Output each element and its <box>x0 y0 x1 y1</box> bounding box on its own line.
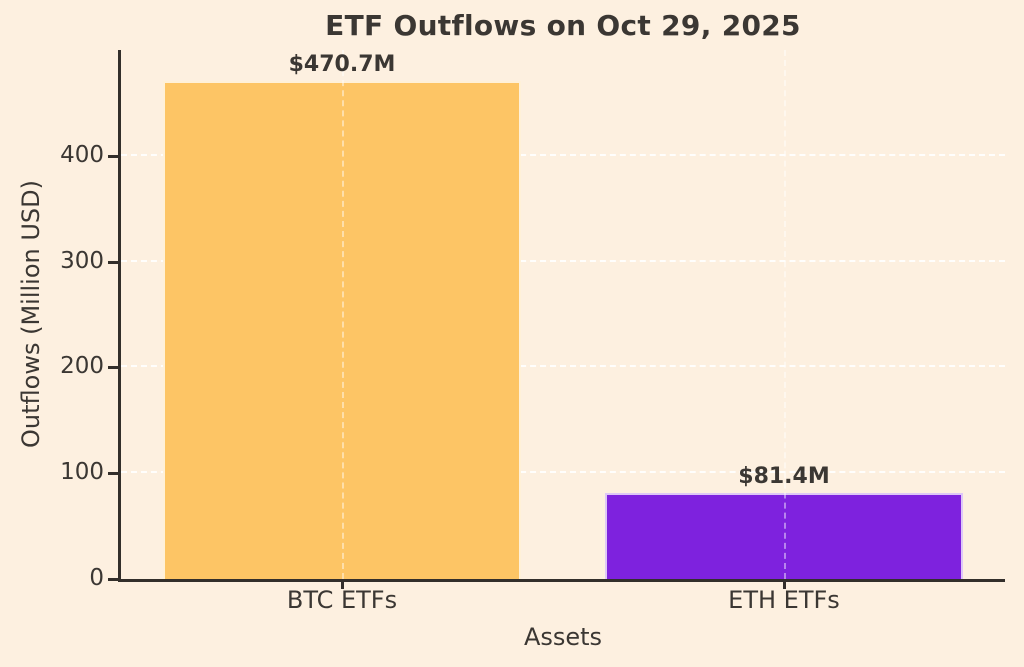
y-tick-mark <box>108 260 118 264</box>
y-tick-label: 200 <box>60 353 104 380</box>
y-tick-label: 300 <box>60 247 104 274</box>
gridline-horizontal <box>121 365 1005 368</box>
y-tick-mark <box>108 578 118 581</box>
bar-eth-etfs <box>605 492 963 579</box>
x-tick-label: ETH ETFs <box>728 586 840 614</box>
y-tick-label: 0 <box>89 565 104 591</box>
gridline-horizontal <box>121 471 1005 474</box>
x-tick-mark <box>783 582 786 589</box>
bar-value-label: $81.4M <box>738 463 830 489</box>
y-tick-label: 400 <box>60 141 104 168</box>
x-axis-label: Assets <box>523 623 603 651</box>
y-axis-label: Outflows (Million USD) <box>17 180 45 448</box>
y-tick-mark <box>108 472 118 476</box>
y-tick-label: 100 <box>60 459 104 486</box>
gridline-horizontal <box>121 259 1005 262</box>
plot-area <box>118 50 1005 582</box>
gridline-vertical <box>342 50 344 579</box>
x-tick-mark <box>341 582 344 589</box>
chart-title: ETF Outflows on Oct 29, 2025 <box>325 9 801 42</box>
bar-btc-etfs <box>163 81 521 579</box>
y-tick-mark <box>108 366 118 370</box>
gridline-horizontal <box>121 153 1005 156</box>
gridline-vertical <box>784 50 786 579</box>
y-tick-mark <box>108 154 118 158</box>
bar-value-label: $470.7M <box>288 51 396 77</box>
x-tick-label: BTC ETFs <box>286 586 398 614</box>
